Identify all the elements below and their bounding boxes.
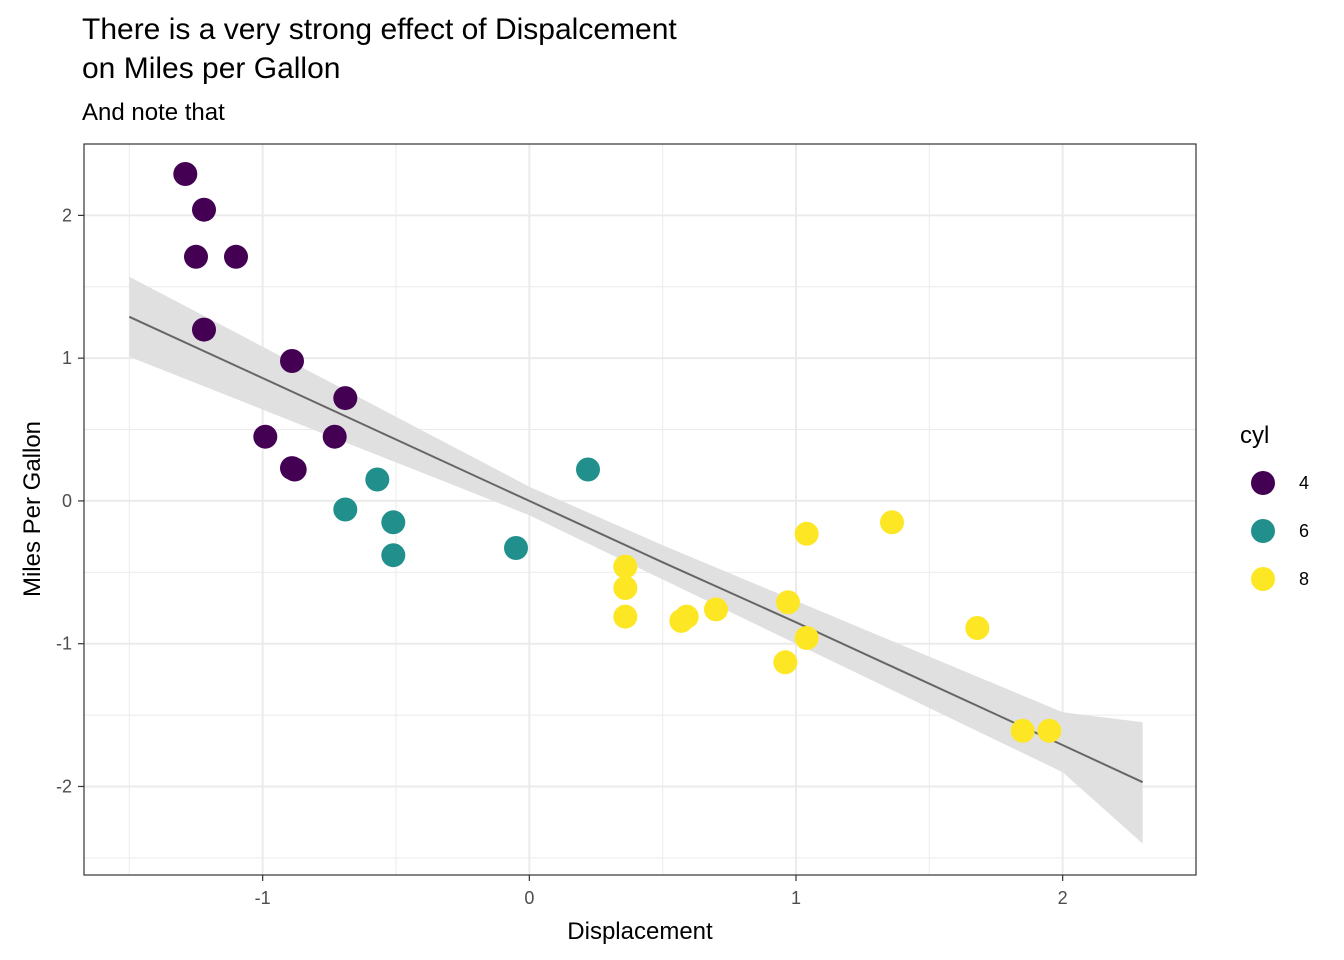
chart-title-line-2: on Miles per Gallon <box>82 52 340 85</box>
data-point-cyl-8 <box>965 616 990 640</box>
data-point-cyl-8 <box>704 597 728 622</box>
data-point-cyl-6 <box>381 543 406 568</box>
y-tick-label: 1 <box>62 348 72 368</box>
data-point-cyl-8 <box>613 576 638 600</box>
legend-key-cyl-6 <box>1251 519 1275 543</box>
data-point-cyl-8 <box>674 604 699 629</box>
y-axis-title: Miles Per Gallon <box>19 421 46 597</box>
x-tick-label: 1 <box>791 888 801 908</box>
data-point-cyl-8 <box>613 554 638 579</box>
y-tick-label: -1 <box>56 634 72 654</box>
x-axis: -1 0 1 2 <box>255 875 1068 908</box>
data-point-cyl-4 <box>253 424 278 449</box>
legend-key-cyl-4 <box>1251 471 1275 495</box>
data-point-cyl-4 <box>282 457 307 482</box>
data-point-cyl-4 <box>224 244 248 269</box>
legend: cyl 4 6 8 <box>1240 422 1309 591</box>
y-tick-label: 0 <box>62 491 72 511</box>
data-point-cyl-4 <box>184 244 208 269</box>
y-tick-label: -2 <box>56 776 72 796</box>
data-point-cyl-8 <box>1037 718 1062 743</box>
data-point-cyl-8 <box>613 604 638 629</box>
data-point-cyl-6 <box>365 467 390 492</box>
x-tick-label: 2 <box>1058 888 1068 908</box>
chart-subtitle: And note that <box>82 99 225 126</box>
data-point-cyl-4 <box>192 317 216 342</box>
legend-label-cyl-4: 4 <box>1299 473 1309 493</box>
data-point-cyl-6 <box>333 497 358 522</box>
data-point-cyl-4 <box>192 197 216 222</box>
data-point-cyl-6 <box>381 510 406 535</box>
x-tick-label: -1 <box>255 888 271 908</box>
data-point-cyl-4 <box>322 424 347 449</box>
data-point-cyl-4 <box>280 349 304 373</box>
legend-title: cyl <box>1240 422 1269 449</box>
y-tick-label: 2 <box>62 205 72 225</box>
data-points <box>173 162 1062 743</box>
plot-background <box>84 144 1196 875</box>
confidence-band <box>129 276 1143 844</box>
plot-panel <box>83 143 1197 876</box>
data-point-cyl-8 <box>794 521 819 546</box>
legend-label-cyl-6: 6 <box>1299 521 1309 541</box>
data-point-cyl-6 <box>504 536 528 560</box>
plot-border <box>83 143 1197 876</box>
y-axis: -2 -1 0 1 2 <box>56 205 84 796</box>
chart-title-line-1: There is a very strong effect of Dispalc… <box>82 13 677 46</box>
data-point-cyl-4 <box>333 386 358 411</box>
data-point-cyl-8 <box>880 510 904 535</box>
legend-key-cyl-8 <box>1251 567 1275 591</box>
data-point-cyl-8 <box>776 590 800 615</box>
data-point-cyl-4 <box>173 162 198 186</box>
data-point-cyl-6 <box>576 457 600 482</box>
data-point-cyl-8 <box>794 626 819 650</box>
data-point-cyl-8 <box>773 650 798 675</box>
x-axis-title: Displacement <box>567 918 713 945</box>
legend-label-cyl-8: 8 <box>1299 569 1309 589</box>
x-tick-label: 0 <box>524 888 534 908</box>
data-point-cyl-8 <box>1010 718 1035 743</box>
